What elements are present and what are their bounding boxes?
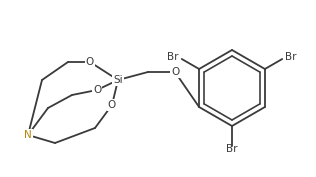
Text: Br: Br	[226, 144, 238, 154]
Text: N: N	[24, 130, 32, 140]
Text: O: O	[93, 85, 101, 95]
Text: O: O	[171, 67, 179, 77]
Text: O: O	[86, 57, 94, 67]
Text: O: O	[108, 100, 116, 110]
Text: Br: Br	[167, 53, 179, 62]
Text: Br: Br	[285, 53, 297, 62]
Text: Si: Si	[113, 75, 123, 85]
